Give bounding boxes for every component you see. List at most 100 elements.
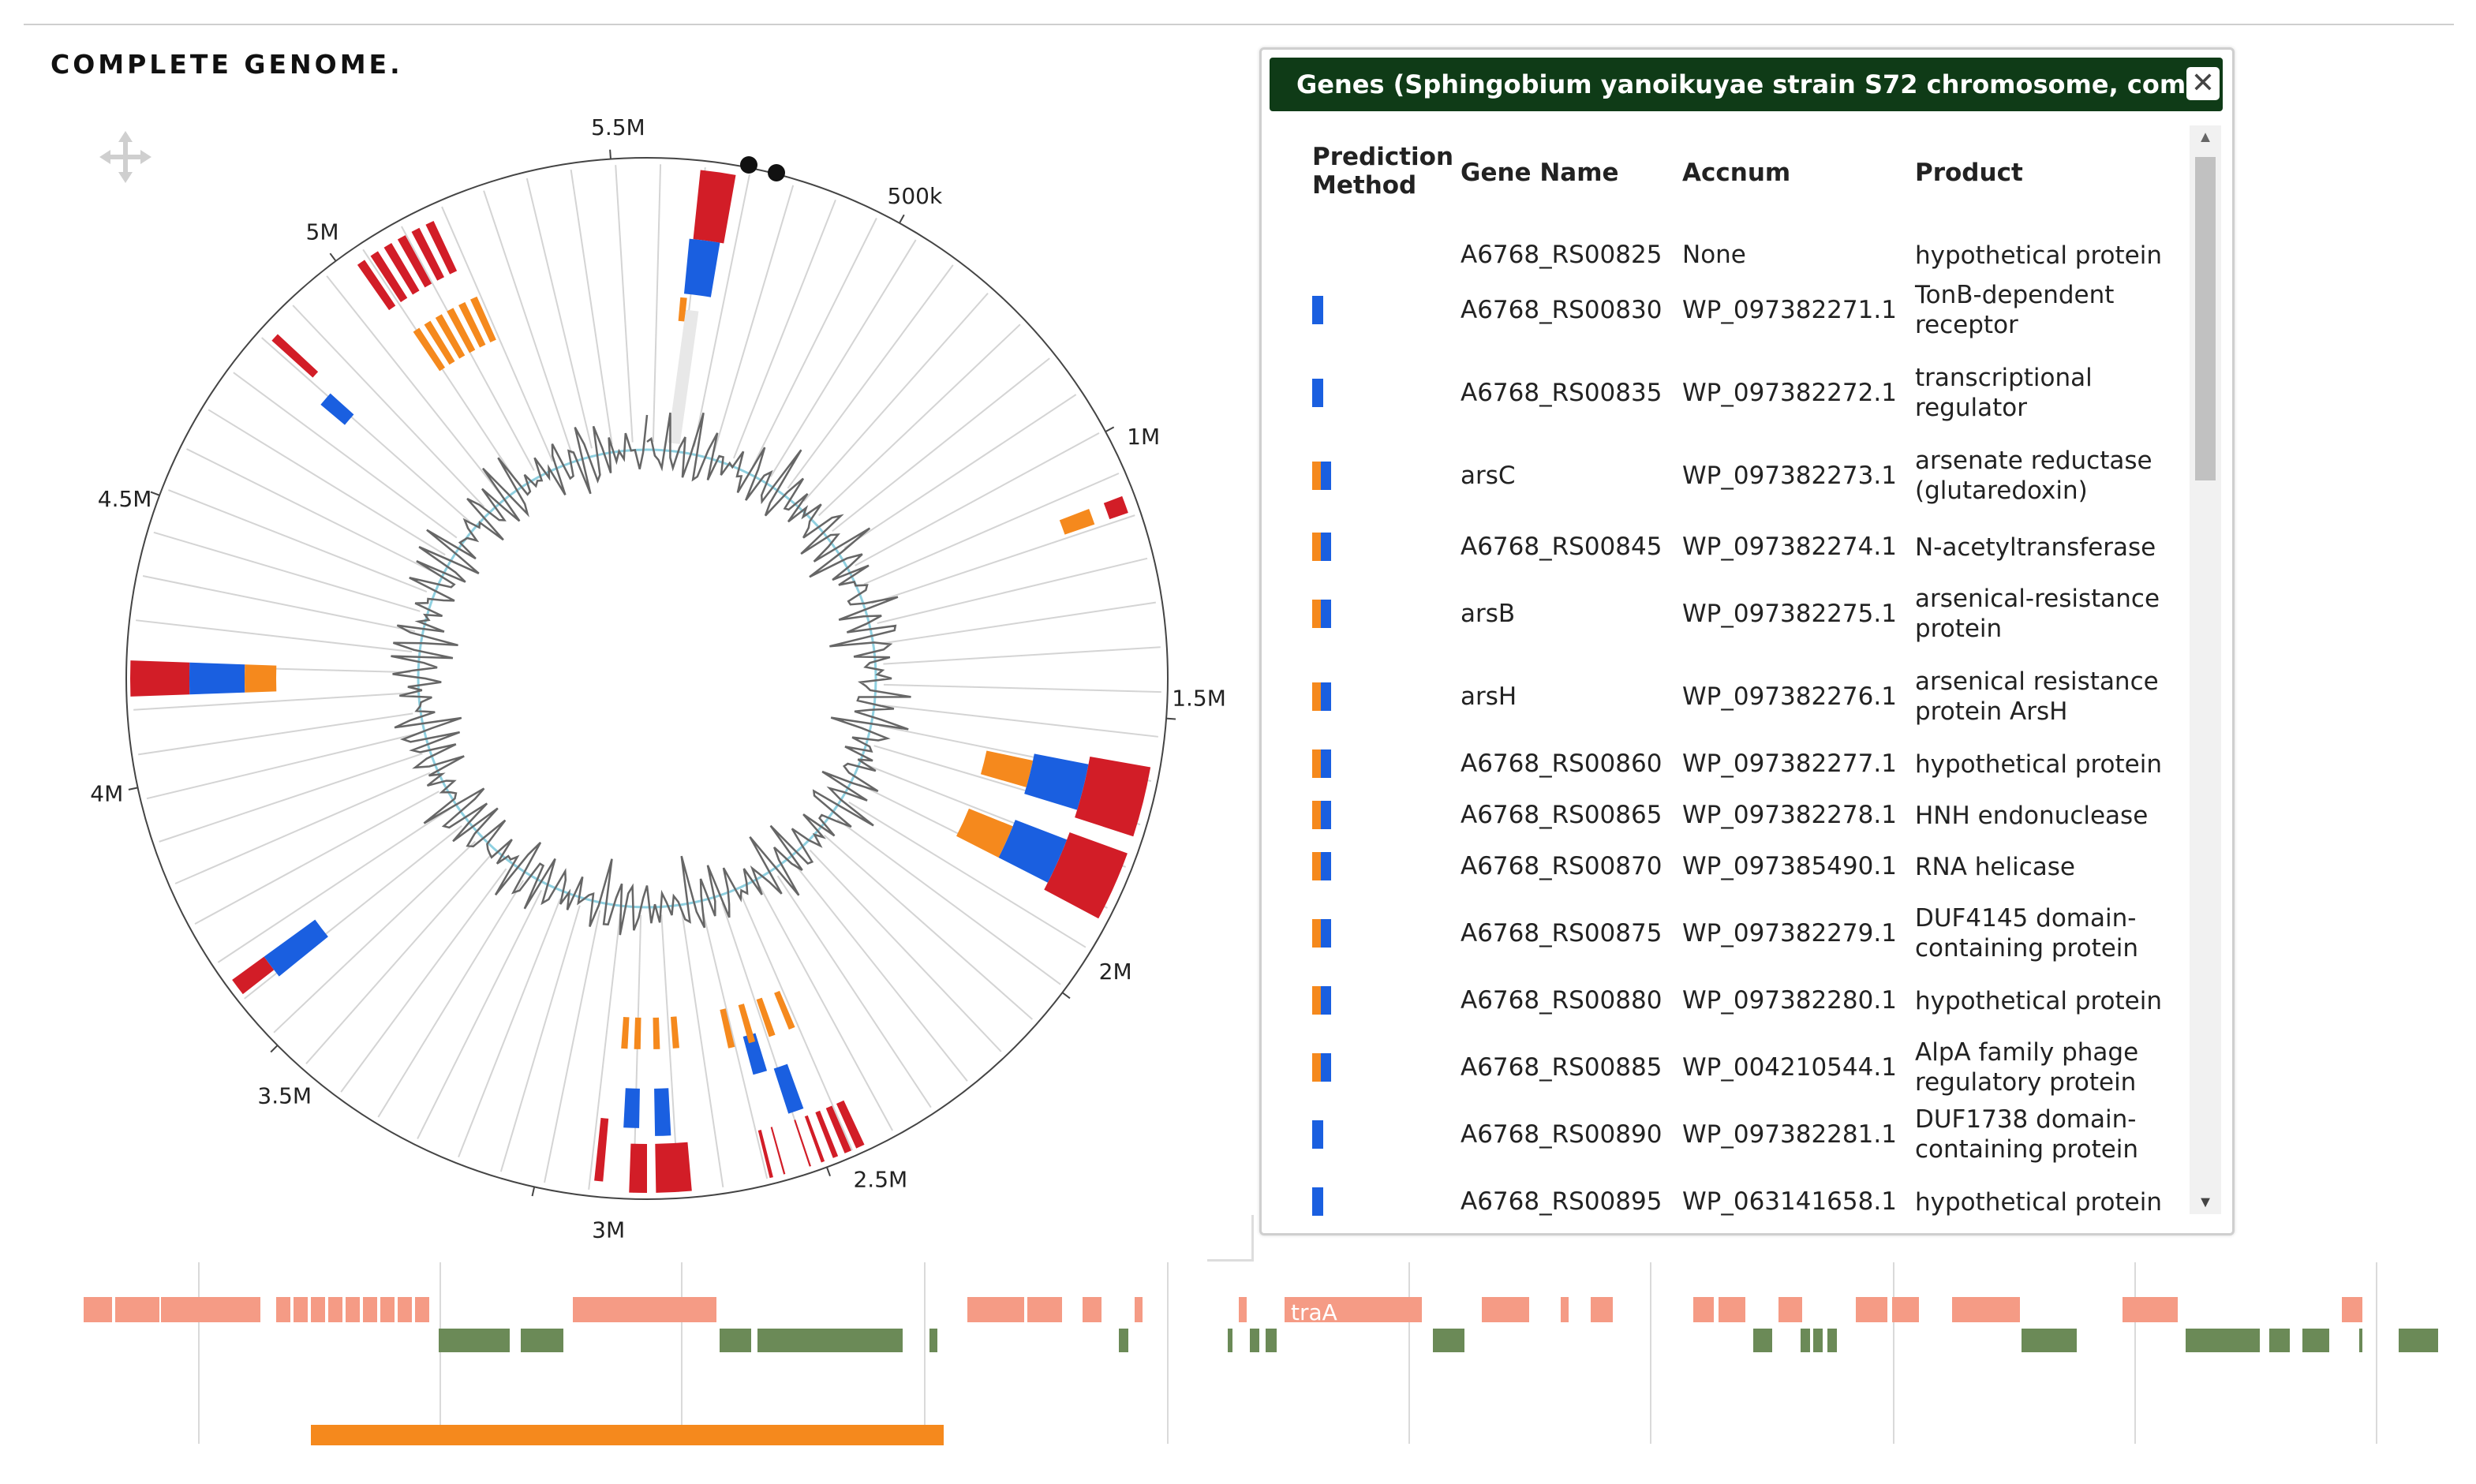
- reverse-gene[interactable]: [1433, 1329, 1464, 1352]
- forward-gene[interactable]: [1482, 1297, 1529, 1322]
- marker-dot-1[interactable]: [740, 156, 757, 174]
- feature-arc[interactable]: [629, 1143, 647, 1193]
- feature-arc[interactable]: [425, 220, 458, 275]
- forward-gene[interactable]: [115, 1297, 159, 1322]
- feature-arc[interactable]: [1103, 495, 1128, 520]
- resize-handle[interactable]: [1207, 1215, 1254, 1262]
- reverse-gene[interactable]: [1228, 1329, 1232, 1352]
- forward-gene[interactable]: [1892, 1297, 1919, 1322]
- col-prediction-method[interactable]: Prediction Method: [1312, 143, 1454, 200]
- feature-arc[interactable]: [742, 1033, 768, 1075]
- forward-gene[interactable]: [346, 1297, 360, 1322]
- feature-arc[interactable]: [774, 990, 795, 1030]
- feature-arc[interactable]: [738, 1004, 756, 1044]
- table-row[interactable]: A6768_RS00845 WP_097382274.1 N-acetyltrans…: [1262, 523, 2193, 586]
- forward-gene[interactable]: [967, 1297, 1024, 1322]
- feature-arc[interactable]: [804, 1115, 825, 1163]
- table-row[interactable]: A6768_RS00875 WP_097382279.1 DUF4145 domai…: [1262, 904, 2193, 973]
- scroll-up-icon[interactable]: ▲: [2197, 129, 2213, 146]
- forward-gene[interactable]: [1239, 1297, 1247, 1322]
- col-product[interactable]: Product: [1915, 159, 2023, 187]
- reverse-gene[interactable]: [1813, 1329, 1823, 1352]
- feature-arc[interactable]: [1044, 832, 1128, 919]
- feature-arc[interactable]: [370, 251, 408, 303]
- feature-arc[interactable]: [320, 393, 354, 425]
- feature-arc[interactable]: [998, 820, 1068, 883]
- feature-arc[interactable]: [683, 238, 720, 297]
- feature-arc[interactable]: [245, 664, 277, 693]
- feature-arc[interactable]: [357, 260, 396, 311]
- marker-dot-2[interactable]: [768, 164, 785, 181]
- feature-arc[interactable]: [435, 314, 466, 359]
- forward-gene[interactable]: [1952, 1297, 2020, 1322]
- feature-arc[interactable]: [271, 334, 319, 378]
- feature-arc[interactable]: [470, 296, 496, 343]
- feature-arc[interactable]: [1059, 508, 1095, 535]
- reverse-gene[interactable]: [929, 1329, 937, 1352]
- forward-gene[interactable]: [1719, 1297, 1745, 1322]
- forward-gene[interactable]: [1856, 1297, 1887, 1322]
- feature-arc[interactable]: [678, 297, 687, 322]
- feature-arc[interactable]: [670, 1016, 679, 1049]
- feature-arc[interactable]: [411, 227, 444, 281]
- forward-gene[interactable]: [1561, 1297, 1569, 1322]
- table-row[interactable]: A6768_RS00835 WP_097382272.1 transcription…: [1262, 364, 2193, 432]
- forward-gene[interactable]: [328, 1297, 342, 1322]
- feature-arc[interactable]: [794, 1120, 811, 1167]
- reverse-gene[interactable]: [1266, 1329, 1277, 1352]
- feature-arc[interactable]: [757, 1129, 773, 1179]
- table-row[interactable]: A6768_RS00880 WP_097382280.1 hypothetical …: [1262, 977, 2193, 1040]
- table-row[interactable]: arsC WP_097382273.1 arsenate reductase (gl…: [1262, 447, 2193, 515]
- reverse-gene[interactable]: [2186, 1329, 2260, 1352]
- feature-arc[interactable]: [594, 1117, 609, 1182]
- feature-arc[interactable]: [720, 1008, 735, 1049]
- move-icon[interactable]: [98, 129, 153, 185]
- feature-arc[interactable]: [232, 956, 275, 995]
- circular-genome-plot[interactable]: 500k 1M 1.5M 2M 2.5M 3M 3.5M 4M 4.5M 5M 5.5M: [0, 0, 1247, 1262]
- col-gene-name[interactable]: Gene Name: [1461, 159, 1619, 187]
- forward-gene[interactable]: [311, 1297, 325, 1322]
- reverse-gene[interactable]: [439, 1329, 510, 1352]
- region-bar[interactable]: [311, 1425, 944, 1445]
- close-icon[interactable]: ✕: [2186, 67, 2220, 100]
- scroll-down-icon[interactable]: ▼: [2197, 1194, 2213, 1211]
- feature-arc[interactable]: [654, 1088, 671, 1136]
- feature-arc[interactable]: [447, 308, 476, 353]
- forward-gene[interactable]: [1693, 1297, 1714, 1322]
- table-row[interactable]: A6768_RS00870 WP_097385490.1 RNA helicase: [1262, 843, 2193, 906]
- reverse-gene[interactable]: [1827, 1329, 1837, 1352]
- table-row[interactable]: A6768_RS00830 WP_097382271.1 TonB-dependen…: [1262, 281, 2193, 350]
- feature-arc[interactable]: [623, 1088, 640, 1128]
- feature-arc[interactable]: [264, 919, 328, 977]
- feature-arc[interactable]: [1075, 756, 1151, 837]
- feature-arc[interactable]: [756, 997, 776, 1037]
- feature-arc[interactable]: [653, 1017, 660, 1049]
- forward-gene[interactable]: [363, 1297, 377, 1322]
- table-row[interactable]: A6768_RS00860 WP_097382277.1 hypothetical …: [1262, 740, 2193, 803]
- forward-gene[interactable]: [294, 1297, 308, 1322]
- feature-arc[interactable]: [836, 1100, 865, 1149]
- linear-gene-track[interactable]: traA: [0, 1262, 2476, 1452]
- reverse-gene[interactable]: [2399, 1329, 2438, 1352]
- forward-gene[interactable]: [1083, 1297, 1101, 1322]
- feature-arc[interactable]: [773, 1063, 804, 1114]
- forward-gene[interactable]: [161, 1297, 260, 1322]
- reverse-gene[interactable]: [2359, 1329, 2362, 1352]
- forward-gene[interactable]: [84, 1297, 112, 1322]
- feature-arc[interactable]: [770, 1127, 786, 1175]
- forward-gene[interactable]: [276, 1297, 290, 1322]
- forward-gene[interactable]: [2342, 1297, 2362, 1322]
- feature-arc[interactable]: [621, 1016, 630, 1049]
- table-row[interactable]: A6768_RS00865 WP_097382278.1 HNH endonucle…: [1262, 791, 2193, 854]
- feature-arc[interactable]: [424, 320, 455, 365]
- forward-gene[interactable]: [2123, 1297, 2178, 1322]
- feature-arc[interactable]: [130, 660, 190, 697]
- reverse-gene[interactable]: [1119, 1329, 1128, 1352]
- feature-arc[interactable]: [189, 662, 245, 695]
- feature-arc[interactable]: [815, 1110, 839, 1158]
- reverse-gene[interactable]: [757, 1329, 903, 1352]
- feature-arc[interactable]: [655, 1142, 692, 1193]
- feature-arc[interactable]: [980, 750, 1034, 787]
- feature-arc[interactable]: [383, 242, 420, 295]
- feature-arc[interactable]: [956, 808, 1013, 858]
